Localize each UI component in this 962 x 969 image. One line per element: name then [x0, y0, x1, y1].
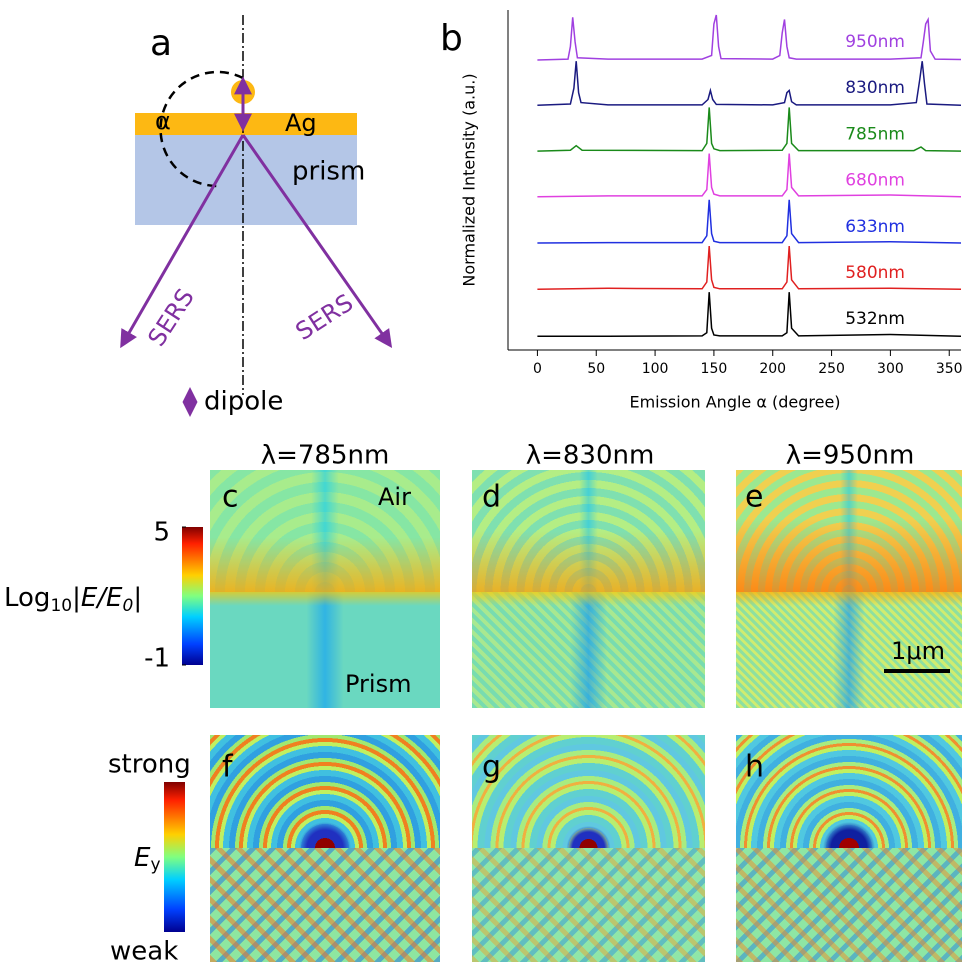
y-axis-label: Normalized Intensity (a.u.) — [460, 73, 479, 286]
label-part: E/E — [81, 583, 123, 613]
x-tick-label: 300 — [877, 361, 904, 377]
x-tick-label: 50 — [587, 361, 605, 377]
colorbar-tick-label: 5 — [153, 518, 170, 548]
colorbar-bottom: weak — [110, 937, 178, 967]
colorbar-label: Log10|E/E0| — [4, 583, 142, 617]
legend-label: 532nm — [845, 309, 905, 329]
label-part: Log — [4, 583, 50, 613]
label-part: E — [134, 843, 151, 873]
figure: a α Ag prism SERS SERS dipole b Emission… — [0, 0, 962, 969]
legend-label: 633nm — [845, 217, 905, 237]
metal-label: Ag — [285, 109, 317, 137]
x-tick-label: 200 — [759, 361, 786, 377]
legend-label: 580nm — [845, 263, 905, 283]
x-tick-label: 350 — [936, 361, 962, 377]
colorbar-ticks: 5 -1 — [144, 518, 186, 674]
label-part: 10 — [50, 596, 72, 616]
map-title: λ=830nm — [526, 441, 655, 471]
sers-right: SERS — [291, 288, 359, 345]
region-label: Prism — [345, 670, 411, 698]
label-part: | — [133, 583, 142, 613]
x-tick-label: 0 — [533, 361, 542, 377]
panel-letter: a — [150, 23, 172, 64]
region-label: Air — [378, 483, 411, 511]
legend-label: 785nm — [845, 124, 905, 144]
figure-overlay: a α Ag prism SERS SERS dipole b Emission… — [0, 0, 962, 969]
label-part: | — [72, 583, 81, 613]
angle-label: α — [155, 107, 171, 135]
colorbar-tick-label: -1 — [144, 644, 170, 674]
map-letter: d — [482, 480, 501, 515]
prism-label: prism — [292, 157, 365, 187]
map-letter: c — [222, 480, 239, 515]
dipole-label: dipole — [204, 387, 283, 417]
legend-label: 680nm — [845, 171, 905, 191]
plot-area: 0 50 100 150 200 250 300 350 950nm 830nm 785nm 680n… — [533, 15, 962, 377]
label-part: y — [150, 855, 160, 875]
x-tick-label: 100 — [642, 361, 669, 377]
map-letter: g — [482, 750, 501, 785]
colorbar-label: Ey — [134, 843, 161, 876]
x-tick-label: 150 — [701, 361, 728, 377]
scale-label: 1μm — [891, 637, 945, 665]
panel-letter: b — [440, 18, 463, 59]
label-part: 0 — [122, 596, 133, 616]
map-title: λ=950nm — [786, 441, 915, 471]
x-tick-label: 250 — [818, 361, 845, 377]
map-letter: h — [745, 750, 764, 785]
legend-label: 830nm — [845, 78, 905, 98]
x-axis-label: Emission Angle α (degree) — [629, 393, 840, 412]
map-letter: f — [222, 750, 234, 785]
legend-label: 950nm — [845, 32, 905, 52]
colorbar-top: strong — [108, 750, 191, 780]
map-letter: e — [745, 480, 763, 515]
map-title: λ=785nm — [261, 441, 390, 471]
